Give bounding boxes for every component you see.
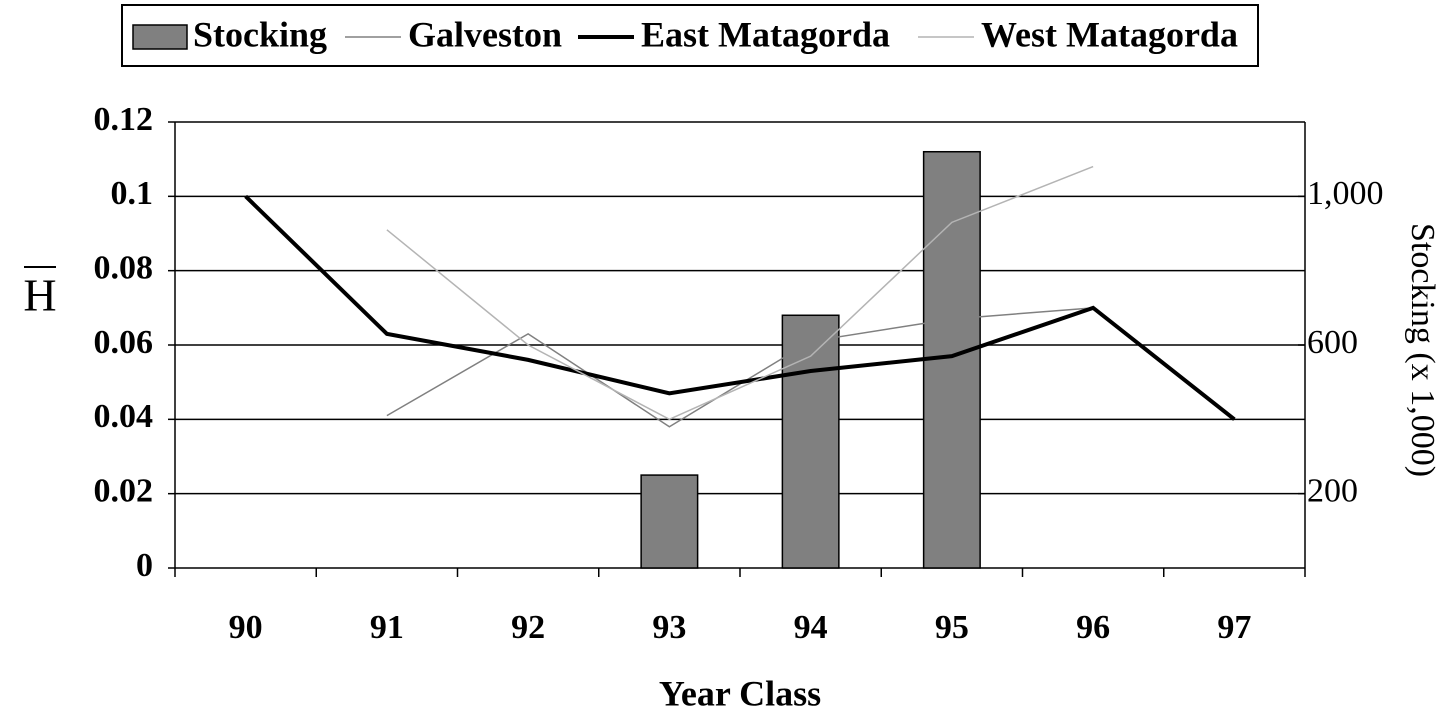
x-tick-label: 93: [652, 609, 686, 646]
y-tick-label: 0: [136, 547, 153, 584]
x-tick-label: 96: [1076, 609, 1110, 646]
y2-axis-label: Stocking (x 1,000): [1404, 223, 1441, 477]
y2-tick-label: 200: [1307, 472, 1358, 509]
y2-tick-label: 1,000: [1307, 175, 1384, 212]
y-tick-label: 0.1: [111, 175, 154, 212]
line: [386, 165, 1094, 421]
y-tick-label: 0.12: [94, 101, 154, 138]
legend-box: [121, 4, 1259, 67]
line: [244, 194, 1236, 421]
legend-label: West Matagorda: [981, 14, 1238, 54]
legend-label: Stocking: [193, 14, 327, 54]
x-tick-label: 91: [370, 609, 404, 646]
y-tick-label: 0.04: [94, 398, 154, 435]
legend-label: Galveston: [408, 14, 562, 54]
x-tick-label: 90: [229, 609, 263, 646]
x-tick-label: 94: [794, 609, 828, 646]
legend-swatch: [132, 24, 188, 50]
y-axis-label: H: [23, 270, 56, 321]
x-tick-label: 95: [935, 609, 969, 646]
x-tick-label: 97: [1217, 609, 1251, 646]
bar: [781, 314, 840, 569]
y2-tick-label: 600: [1307, 324, 1358, 361]
line: [386, 307, 1094, 428]
y-tick-label: 0.06: [94, 324, 154, 361]
x-tick-label: 92: [511, 609, 545, 646]
y-tick-label: 0.02: [94, 472, 154, 509]
bar: [640, 474, 699, 569]
legend-label: East Matagorda: [641, 14, 890, 54]
x-axis-label: Year Class: [659, 673, 821, 713]
y-tick-label: 0.08: [94, 249, 154, 286]
